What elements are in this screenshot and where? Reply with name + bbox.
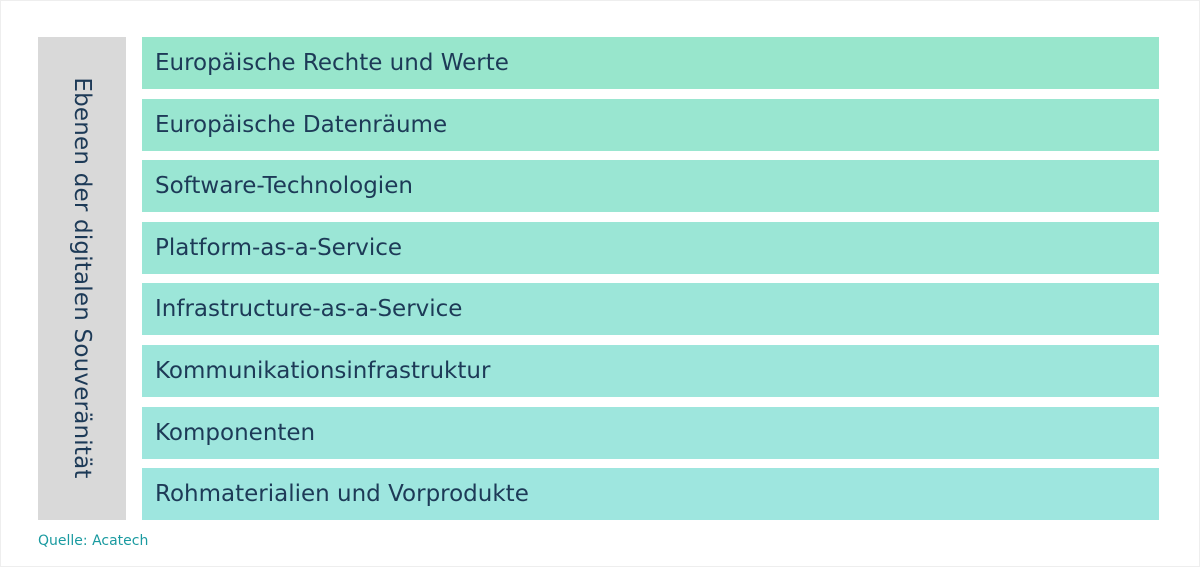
layer-komponenten: Komponenten	[142, 406, 1159, 459]
source-note: Quelle: Acatech	[38, 533, 149, 549]
layer-rohmaterialien: Rohmaterialien und Vorprodukte	[142, 468, 1159, 521]
layer-software-technologien: Software-Technologien	[142, 160, 1159, 213]
layer-europaeische-rechte: Europäische Rechte und Werte	[142, 37, 1159, 89]
layer-stack: Europäische Rechte und Werte Europäische…	[142, 37, 1159, 521]
layer-europaeische-datenraeume: Europäische Datenräume	[142, 98, 1159, 151]
layer-platform-as-a-service: Platform-as-a-Service	[142, 221, 1159, 274]
layer-infrastructure-as-a-service: Infrastructure-as-a-Service	[142, 283, 1159, 336]
side-bar	[38, 37, 126, 520]
side-label: Ebenen der digitalen Souveränität	[69, 77, 95, 479]
layer-kommunikationsinfrastruktur: Kommunikationsinfrastruktur	[142, 344, 1159, 397]
